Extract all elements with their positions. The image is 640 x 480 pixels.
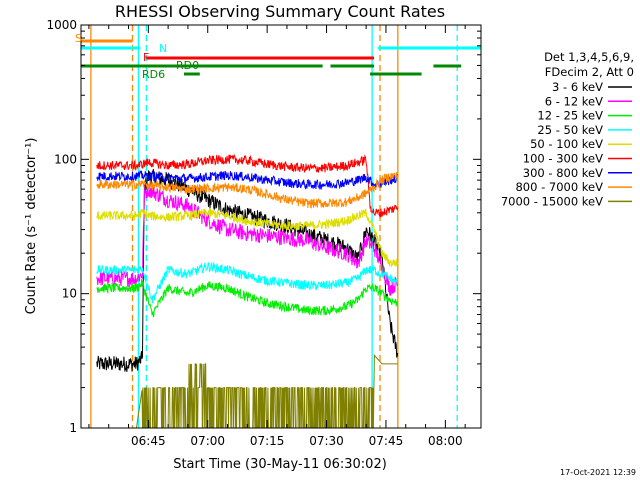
series-line-8	[96, 354, 398, 428]
timestamp: 17-Oct-2021 12:39	[560, 468, 636, 477]
plot-frame	[80, 24, 482, 429]
legend-label-7: 800 - 7000 keV	[515, 180, 603, 194]
plot-area	[81, 25, 481, 428]
x-tick-label-0: 06:45	[131, 434, 166, 448]
y-tick-label-1: 10	[62, 287, 77, 301]
legend-label-1: 6 - 12 keV	[545, 94, 603, 108]
series-line-6	[96, 170, 399, 191]
series-line-4	[96, 208, 399, 268]
x-axis: 06:45 07:00 07:15 07:30 07:45 08:00	[88, 25, 466, 448]
flag-label-rd0: RD0	[176, 59, 199, 72]
x-tick-label-2: 07:15	[250, 434, 285, 448]
legend-label-0: 3 - 6 keV	[552, 80, 603, 94]
series-line-0	[96, 169, 399, 372]
legend-header-line-1: Det 1,3,4,5,6,9,	[544, 50, 634, 64]
series-line-5	[96, 153, 399, 218]
y-axis-label: Count Rate (s⁻¹ detector⁻¹)	[24, 138, 39, 315]
series-line-7	[96, 172, 399, 209]
legend-label-6: 300 - 800 keV	[523, 166, 603, 180]
legend-label-4: 50 - 100 keV	[530, 137, 603, 151]
legend-header-line-2: FDecim 2, Att 0	[545, 65, 634, 79]
series-line-2	[96, 279, 399, 318]
flag-label-s: S	[75, 32, 82, 45]
flag-label-f: F	[143, 51, 149, 64]
chart-title: RHESSI Observing Summary Count Rates	[115, 2, 445, 21]
legend-label-5: 100 - 300 keV	[523, 152, 603, 166]
series-line-1	[96, 183, 399, 296]
x-tick-label-1: 07:00	[190, 434, 225, 448]
legend-label-3: 25 - 50 keV	[537, 123, 603, 137]
legend-label-2: 12 - 25 keV	[537, 109, 603, 123]
y-axis: 1 10 100 1000	[46, 18, 481, 435]
x-tick-label-3: 07:30	[309, 434, 344, 448]
y-tick-label-2: 100	[54, 152, 77, 166]
legend-label-8: 7000 - 15000 keV	[501, 194, 603, 208]
x-tick-label-5: 08:00	[428, 434, 463, 448]
flag-label-n: N	[159, 42, 167, 55]
legend: Det 1,3,4,5,6,9, FDecim 2, Att 0 3 - 6 k…	[501, 50, 634, 208]
x-tick-label-4: 07:45	[369, 434, 404, 448]
y-tick-label-0: 1	[69, 421, 77, 435]
flag-label-rd6: RD6	[142, 68, 165, 81]
series-line-3	[96, 261, 399, 304]
y-tick-label-3: 1000	[46, 18, 77, 32]
x-axis-label: Start Time (30-May-11 06:30:02)	[173, 457, 387, 472]
